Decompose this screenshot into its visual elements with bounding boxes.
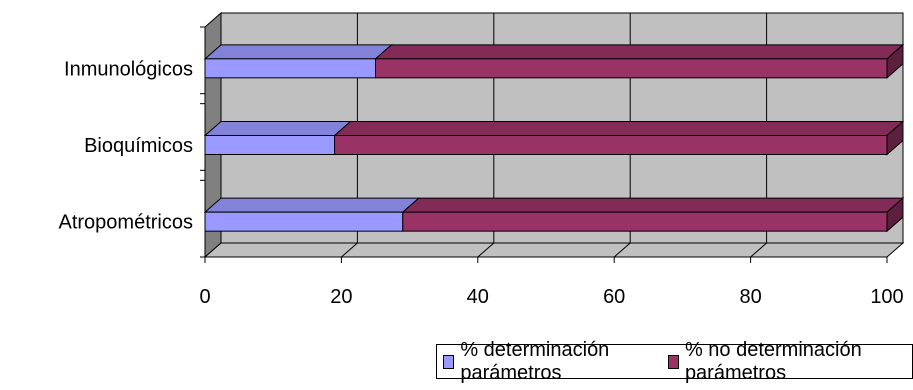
bars <box>205 45 903 231</box>
x-tick-label-5: 100 <box>870 286 903 308</box>
x-tick-label-0: 0 <box>199 286 210 308</box>
legend-item-determinacion: % determinación parámetros <box>443 339 660 385</box>
legend-swatch-no-determinacion <box>668 355 679 369</box>
bar-1-2 <box>403 198 903 231</box>
legend: % determinación parámetros % no determin… <box>436 344 913 379</box>
stacked-bar-chart: Inmunológicos Bioquímicos Atropométricos 0 2… <box>0 0 913 340</box>
x-tick-label-4: 80 <box>739 286 761 308</box>
bar-1-0 <box>376 45 904 78</box>
legend-label-no-determinacion: % no determinación parámetros <box>685 339 906 385</box>
category-label-2: Atropométricos <box>59 212 194 234</box>
legend-item-no-determinacion: % no determinación parámetros <box>668 339 906 385</box>
bar-0-0 <box>205 45 392 78</box>
x-tick-label-1: 20 <box>330 286 352 308</box>
category-label-0: Inmunológicos <box>64 58 193 80</box>
legend-label-determinacion: % determinación parámetros <box>460 339 659 385</box>
bar-0-2 <box>205 198 419 231</box>
bar-0-1 <box>205 122 351 155</box>
bar-1-1 <box>335 122 903 155</box>
x-tick-label-2: 40 <box>467 286 489 308</box>
legend-swatch-determinacion <box>443 355 454 369</box>
x-tick-label-3: 60 <box>603 286 625 308</box>
category-label-1: Bioquímicos <box>84 135 193 157</box>
